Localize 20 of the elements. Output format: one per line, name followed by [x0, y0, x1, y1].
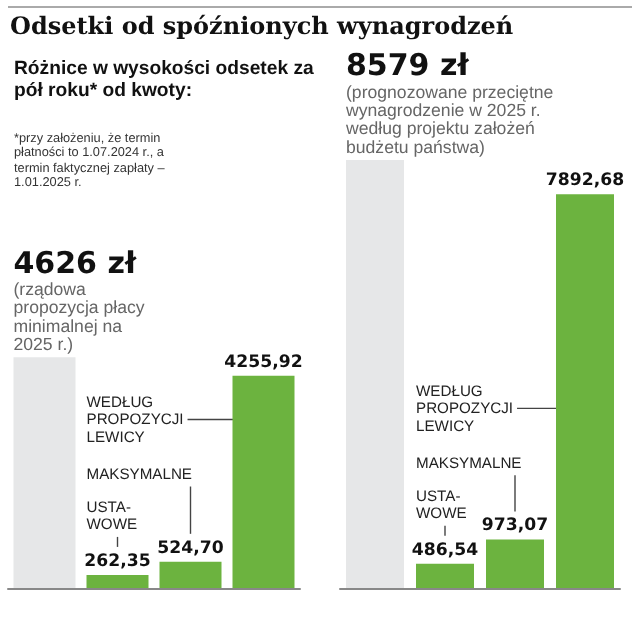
bar: [486, 539, 544, 588]
data-label: 4255,92: [224, 352, 303, 373]
bar: [346, 160, 404, 588]
text: (rządowa propozycja płacy minimalnej na 2025 r.): [13, 278, 146, 355]
data-label: 4626 zł: [13, 244, 137, 281]
data-label: 973,07: [481, 516, 549, 537]
chart-subtitle: Różnice w wysokości odsetek za pół roku* od kwoty:: [14, 58, 314, 102]
data-label: 7892,68: [545, 171, 625, 192]
data-label: 8579 zł: [346, 47, 470, 84]
data-label: 262,35: [84, 551, 151, 572]
data-label: 524,70: [157, 538, 224, 559]
chart-title: Odsetki od spóźnionych wynagrodzeń: [10, 12, 516, 40]
bar: [416, 563, 474, 588]
bar: [232, 375, 295, 588]
bar: [556, 194, 614, 588]
bar: [13, 357, 76, 588]
data-label: 486,54: [411, 540, 479, 561]
bar: [159, 561, 222, 588]
text: (prognozowane przeciętne wynagrodzenie w 2025 r. według projektu założeń budżetu państwa): [344, 81, 554, 157]
bar: [86, 574, 149, 588]
